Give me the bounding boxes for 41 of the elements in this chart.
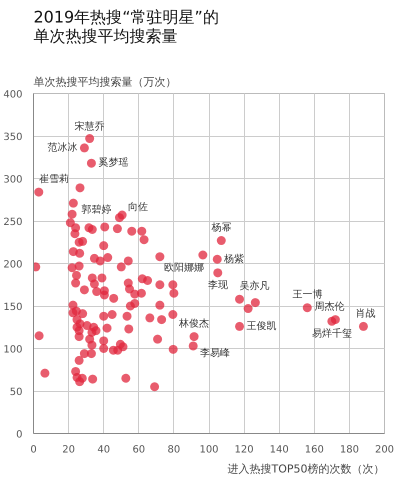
annotation: 宋慧乔	[74, 120, 105, 133]
y-tick-label: 100	[3, 344, 23, 356]
annotation: 向佐	[128, 201, 148, 214]
annotation: 杨紫	[223, 252, 244, 265]
y-tick-label: 50	[10, 387, 23, 398]
x-tick-label: 100	[199, 444, 219, 456]
x-tick-label: 200	[374, 444, 394, 456]
annotation: 王一博	[292, 288, 322, 301]
x-tick-label: 40	[97, 444, 110, 456]
annotation: 崔雪莉	[38, 173, 69, 186]
annotation: 杨幂	[210, 222, 232, 234]
annotation: 林俊杰	[178, 318, 210, 330]
annotation: 李易峰	[200, 346, 230, 359]
x-tick-label: 20	[62, 444, 75, 456]
y-tick-label: 0	[16, 430, 23, 440]
annotation: 吴亦凡	[240, 280, 270, 292]
annotation: 李现	[208, 278, 228, 291]
x-tick-label: 120	[234, 444, 254, 456]
x-tick-label: 80	[168, 444, 180, 456]
x-tick-label: 60	[132, 444, 146, 456]
annotation: 周杰伦	[314, 300, 344, 313]
annotation: 奚梦瑶	[98, 156, 128, 169]
y-tick-label: 150	[3, 302, 23, 313]
y-tick-label: 350	[3, 132, 23, 143]
x-tick-label: 0	[30, 444, 37, 456]
annotation: 欧阳娜娜	[164, 262, 204, 274]
annotation: 范冰冰	[47, 141, 78, 154]
y-axis-title: 单次热搜平均搜索量（万次）	[34, 76, 176, 88]
annotation: 肖战	[355, 307, 376, 320]
annotation: 郭碧婷	[81, 204, 112, 216]
y-tick-label: 200	[3, 260, 23, 270]
x-tick-label: 160	[304, 444, 324, 456]
annotation: 王俊凯	[246, 320, 277, 332]
x-tick-label: 180	[340, 444, 359, 456]
x-axis-title: 进入热搜TOP50榜的次数（次）	[227, 462, 385, 476]
y-tick-label: 300	[3, 174, 23, 186]
x-tick-label: 140	[270, 444, 289, 456]
annotation: 易烊千玺	[312, 327, 352, 340]
y-tick-label: 250	[3, 217, 23, 228]
chart-title: 2019年热搜“常驻明星”的单次热搜平均搜索量	[34, 8, 219, 46]
y-tick-label: 400	[3, 90, 23, 100]
